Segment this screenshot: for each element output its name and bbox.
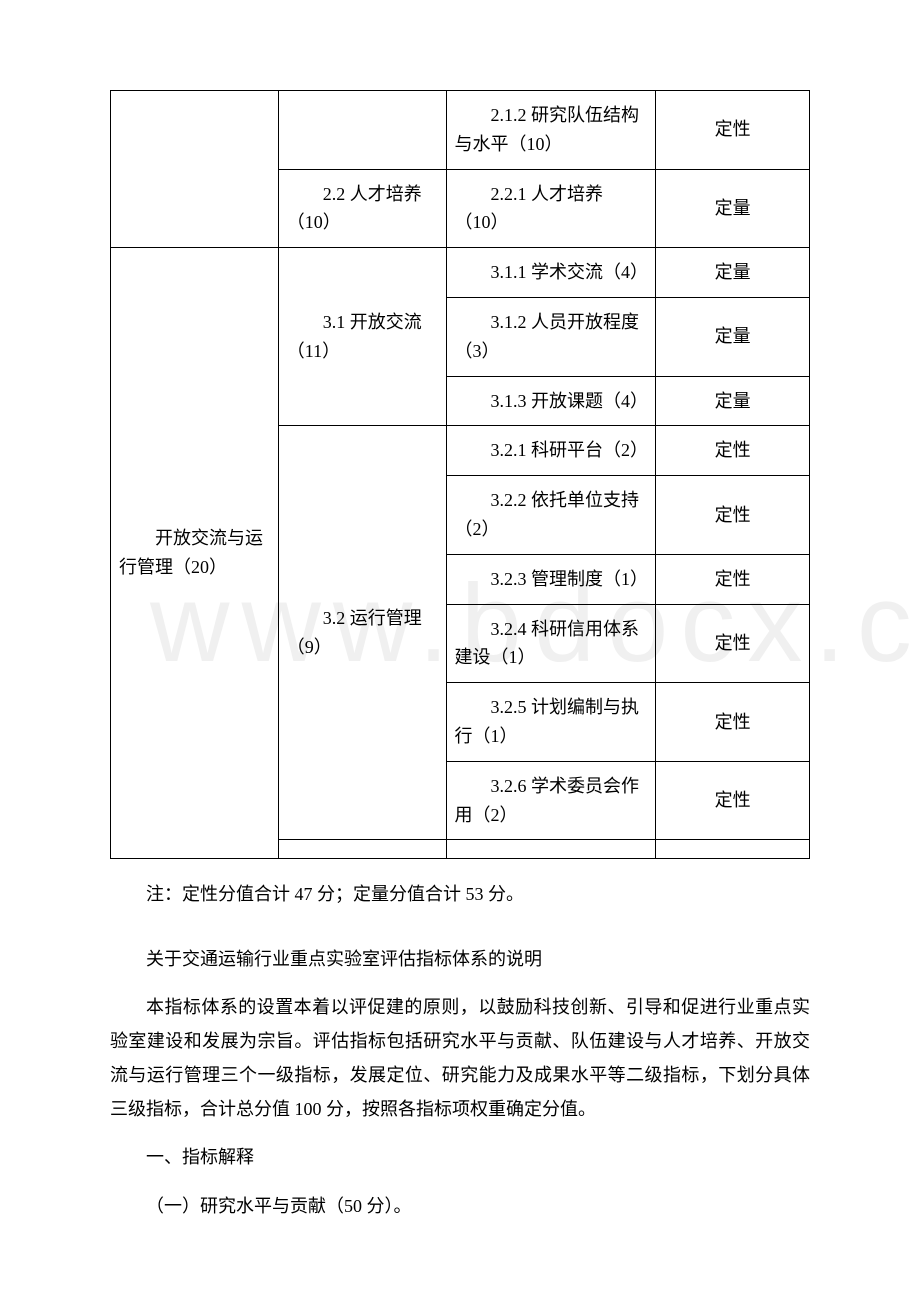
cell-indicator: 3.2.3 管理制度（1） (446, 554, 656, 604)
cell-type: 定性 (656, 426, 810, 476)
cell-indicator: 3.2.2 依托单位支持（2） (446, 476, 656, 555)
cell-indicator: 3.2.4 科研信用体系建设（1） (446, 604, 656, 683)
table-row: 开放交流与运行管理（20） 3.1 开放交流（11） 3.1.1 学术交流（4）… (111, 248, 810, 298)
section-body: 本指标体系的设置本着以评促建的原则，以鼓励科技创新、引导和促进行业重点实验室建设… (110, 990, 810, 1127)
heading-1-sub: （一）研究水平与贡献（50 分）。 (110, 1189, 810, 1223)
cell-indicator: 2.2.1 人才培养（10） (446, 169, 656, 248)
section-title: 关于交通运输行业重点实验室评估指标体系的说明 (110, 942, 810, 976)
cell-type: 定量 (656, 248, 810, 298)
cell-indicator: 2.1.2 研究队伍结构与水平（10） (446, 91, 656, 170)
cell-indicator: 3.1.1 学术交流（4） (446, 248, 656, 298)
cell-level2: 3.1 开放交流（11） (278, 248, 446, 426)
table-row: 2.1.2 研究队伍结构与水平（10） 定性 (111, 91, 810, 170)
cell-type: 定性 (656, 476, 810, 555)
cell-type: 定性 (656, 91, 810, 170)
cell-type: 定性 (656, 554, 810, 604)
cell-type: 定性 (656, 761, 810, 840)
cell-type: 定量 (656, 376, 810, 426)
cell-indicator: 3.1.2 人员开放程度（3） (446, 297, 656, 376)
cell-type: 定量 (656, 297, 810, 376)
cell-type: 定性 (656, 683, 810, 762)
cell-indicator: 3.1.3 开放课题（4） (446, 376, 656, 426)
cell-type: 定量 (656, 169, 810, 248)
cell-indicator: 3.2.5 计划编制与执行（1） (446, 683, 656, 762)
cell-type: 定性 (656, 604, 810, 683)
note-text: 注：定性分值合计 47 分；定量分值合计 53 分。 (110, 877, 810, 911)
evaluation-table: 2.1.2 研究队伍结构与水平（10） 定性 2.2 人才培养（10） 2.2.… (110, 90, 810, 859)
cell-indicator: 3.2.1 科研平台（2） (446, 426, 656, 476)
cell-indicator: 3.2.6 学术委员会作用（2） (446, 761, 656, 840)
heading-1: 一、指标解释 (110, 1140, 810, 1174)
cell-level2: 3.2 运行管理（9） (278, 426, 446, 840)
cell-level1: 开放交流与运行管理（20） (111, 248, 279, 859)
cell-level2: 2.2 人才培养（10） (278, 169, 446, 248)
